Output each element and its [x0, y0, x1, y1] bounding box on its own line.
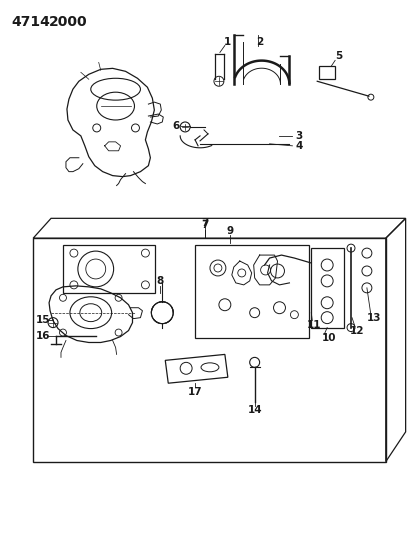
Text: 4714: 4714 [12, 15, 50, 29]
Text: 14: 14 [247, 405, 262, 415]
Text: 6: 6 [173, 121, 180, 131]
Text: 7: 7 [201, 220, 209, 230]
Text: 4: 4 [296, 141, 303, 151]
Text: 11: 11 [307, 320, 321, 329]
Text: 3: 3 [296, 131, 303, 141]
Text: 1: 1 [224, 37, 231, 46]
Text: 9: 9 [226, 226, 233, 236]
Text: 17: 17 [188, 387, 202, 397]
Text: 10: 10 [322, 333, 337, 343]
Text: 13: 13 [367, 313, 381, 322]
Text: 15: 15 [36, 314, 51, 325]
Text: 8: 8 [157, 276, 164, 286]
Text: 7: 7 [201, 219, 209, 228]
Text: 2000: 2000 [49, 15, 88, 29]
Text: 5: 5 [335, 51, 343, 61]
Text: 2: 2 [256, 37, 263, 46]
Text: 12: 12 [350, 326, 364, 336]
Text: 16: 16 [36, 330, 51, 341]
